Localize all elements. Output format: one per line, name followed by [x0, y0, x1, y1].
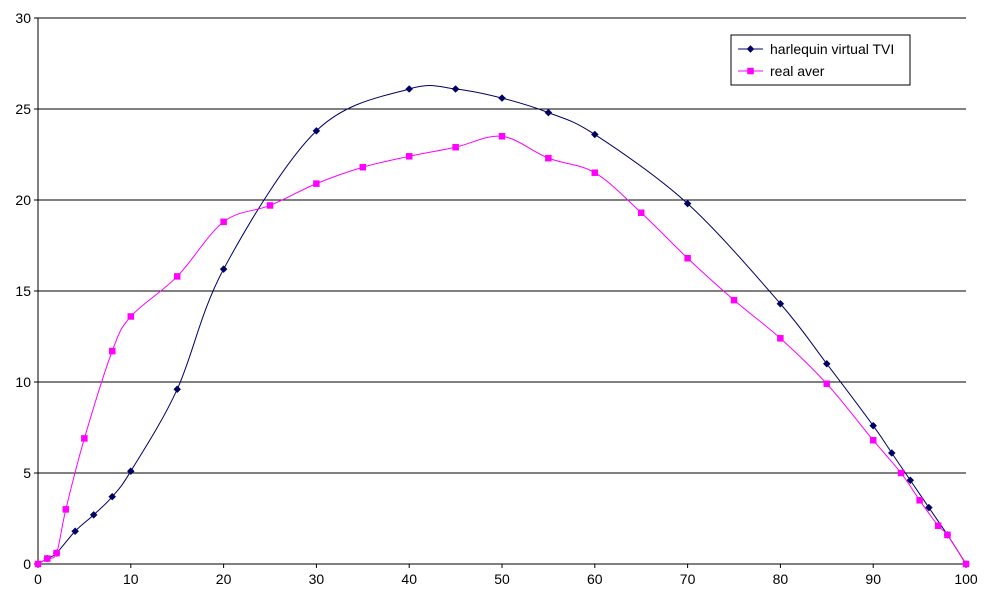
data-point [127, 313, 135, 320]
data-point [312, 126, 321, 135]
data-point [62, 506, 70, 513]
data-point [266, 202, 274, 209]
data-point [869, 421, 878, 430]
data-point [405, 153, 413, 160]
data-point [313, 180, 320, 187]
data-point [887, 449, 896, 457]
data-point [637, 209, 645, 216]
data-point [173, 385, 182, 394]
data-point [822, 359, 831, 368]
x-tick-label: 80 [773, 571, 789, 587]
series-harlequin-virtual-tvi [34, 85, 970, 568]
series-line [37, 135, 967, 565]
x-tick-label: 90 [865, 571, 881, 587]
data-point [730, 296, 738, 304]
x-tick-label: 0 [34, 571, 42, 587]
data-point [173, 273, 181, 280]
legend: harlequin virtual TVI real aver [730, 34, 911, 86]
data-point [452, 143, 459, 151]
legend-marker [747, 67, 754, 75]
data-point [53, 549, 60, 557]
data-point [684, 254, 691, 262]
data-point [220, 218, 227, 226]
data-point [126, 467, 135, 476]
data-point [776, 299, 785, 308]
data-point [925, 503, 933, 512]
data-point [545, 154, 552, 162]
y-tick-label: 25 [15, 101, 31, 117]
legend-item: harlequin virtual TVI [738, 41, 894, 57]
y-tick-label: 0 [23, 556, 31, 572]
data-point [405, 85, 414, 93]
legend-label: harlequin virtual TVI [770, 41, 894, 57]
data-point [683, 199, 692, 208]
x-tick-label: 30 [309, 571, 325, 587]
series-real-aver [34, 133, 970, 568]
x-tick-label: 70 [680, 571, 696, 587]
series-group [34, 85, 970, 568]
data-point [869, 436, 877, 444]
data-point [906, 476, 915, 485]
data-point [777, 335, 784, 342]
data-point [591, 169, 599, 176]
data-point [897, 469, 905, 477]
x-tick-label: 100 [954, 571, 978, 587]
data-point [962, 560, 970, 568]
data-point [823, 380, 831, 388]
data-point [451, 85, 460, 93]
data-point [44, 555, 51, 562]
series-line [37, 85, 967, 565]
y-tick-label: 5 [23, 465, 31, 481]
axes: 0 5 10 15 20 25 30 0 10 20 30 40 50 60 70 80 90 100 [15, 10, 977, 587]
data-point [219, 265, 228, 274]
x-tick-label: 20 [216, 571, 232, 587]
data-point [81, 435, 88, 442]
data-point [916, 497, 923, 504]
data-point [71, 527, 79, 536]
data-point [590, 130, 599, 139]
x-tick-label: 40 [401, 571, 417, 587]
data-point [108, 492, 117, 501]
y-tick-label: 30 [15, 10, 31, 26]
data-point [934, 522, 942, 530]
x-tick-label: 10 [123, 571, 139, 587]
legend-item: real aver [738, 63, 825, 79]
y-tick-label: 15 [15, 283, 31, 299]
data-point [498, 133, 506, 140]
data-point [34, 560, 42, 568]
data-point [498, 94, 506, 102]
x-tick-label: 50 [494, 571, 510, 587]
data-point [544, 108, 553, 117]
y-tick-label: 20 [15, 192, 31, 208]
x-tick-label: 60 [587, 571, 603, 587]
data-point [359, 163, 367, 171]
legend-box [730, 34, 911, 86]
data-point [944, 531, 951, 539]
data-point [108, 347, 116, 355]
legend-label: real aver [770, 63, 825, 79]
data-point [89, 511, 98, 519]
legend-marker [746, 45, 755, 53]
y-tick-label: 10 [15, 374, 31, 390]
gridlines [38, 17, 966, 474]
